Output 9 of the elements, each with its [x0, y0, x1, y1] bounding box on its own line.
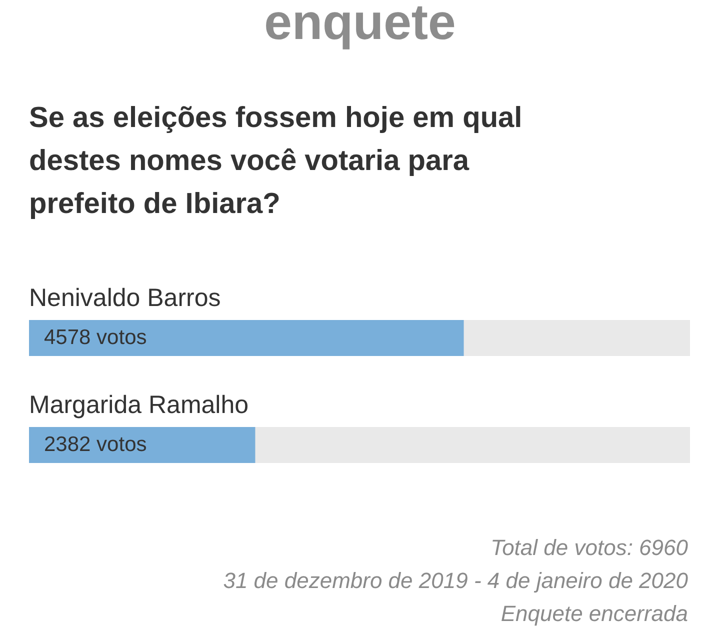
chart-title: enquete [264, 0, 456, 50]
y-tick-label: Nenivaldo Barros [29, 284, 221, 312]
y-tick-label: Margarida Ramalho [29, 391, 249, 419]
text: Enquete encerrada [500, 601, 688, 626]
data-label: 2382 votos [44, 433, 147, 456]
data-label: 4578 votos [44, 326, 147, 349]
text: Total de votos: 6960 [490, 535, 689, 560]
text: 31 de dezembro de 2019 - 4 de janeiro de 2020 [223, 568, 689, 593]
chart-subtitle: Se as eleições fossem hoje em qual destes nomes você votaria para prefeito de Ibiara? [29, 102, 522, 220]
